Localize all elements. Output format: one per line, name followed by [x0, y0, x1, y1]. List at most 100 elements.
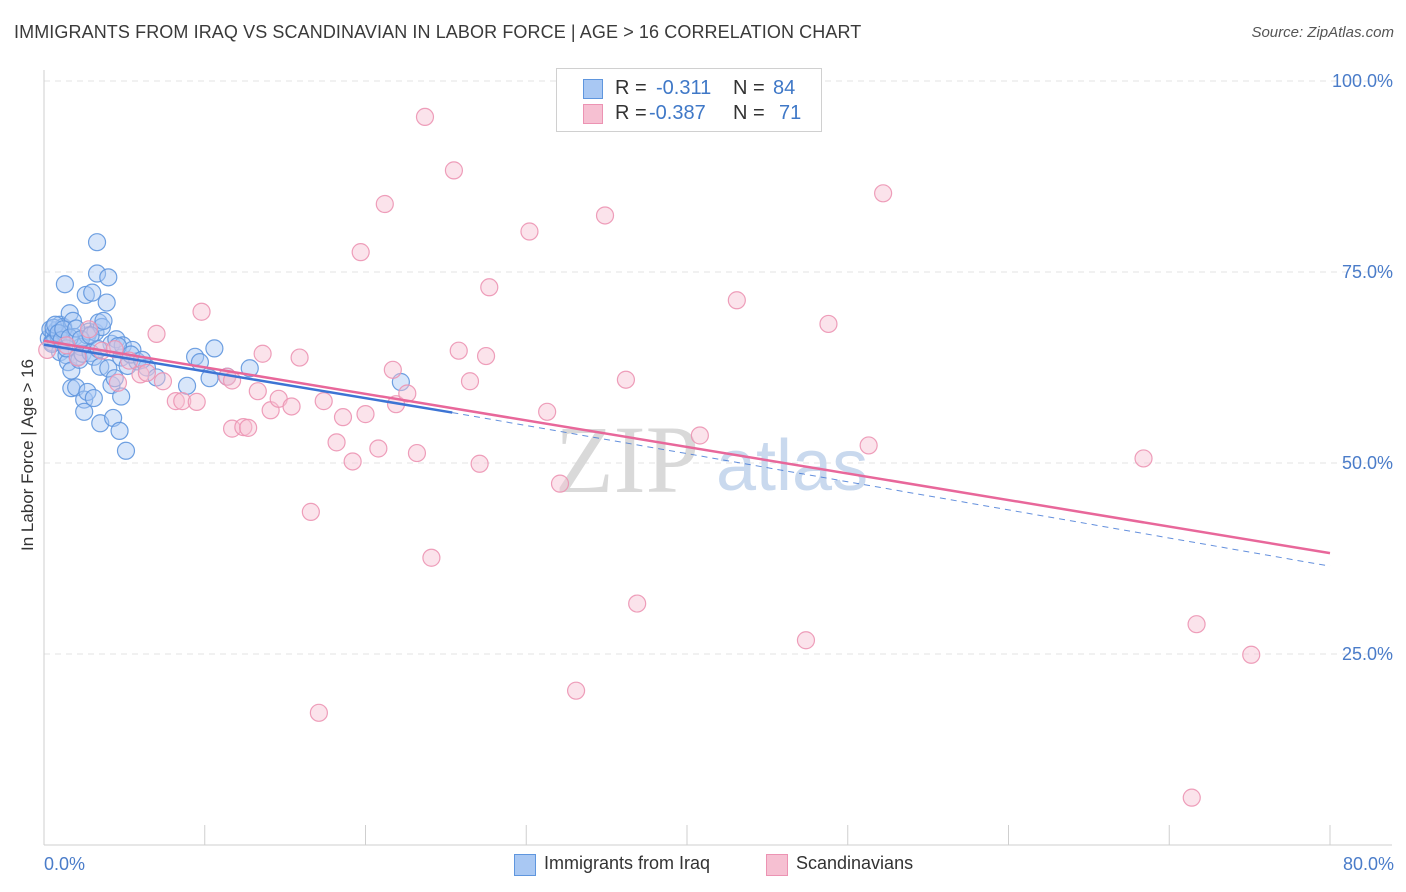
- scandinavians-point-11: [153, 372, 173, 391]
- iraq-n-value: 84: [773, 77, 796, 99]
- scandinavians-point-25: [282, 397, 301, 416]
- scandinavians-point-22: [253, 344, 272, 363]
- iraq-point-61: [177, 376, 197, 395]
- stats-row-iraq: R = -0.311 N = 84: [557, 76, 821, 102]
- scandinavians-point-55: [628, 594, 647, 613]
- scandinavians-point-29: [314, 392, 333, 411]
- scandinavians-point-35: [369, 439, 388, 458]
- iraq-point-65: [205, 339, 224, 358]
- scandinavians-point-37: [383, 360, 402, 379]
- scandinavians-point-52: [566, 681, 586, 700]
- scandinavians-point-36: [375, 194, 394, 214]
- scandinavians-point-60: [859, 436, 878, 455]
- iraq-point-32: [83, 283, 102, 302]
- iraq-point-67: [240, 359, 259, 378]
- bottom-legend: Immigrants from Iraq Scandinavians: [0, 852, 1406, 880]
- trend-lines: [43, 339, 1331, 567]
- scandinavians-point-51: [550, 474, 570, 493]
- scandinavians-point-31: [333, 408, 353, 427]
- iraq-n-label: N =: [733, 77, 765, 99]
- x-axis-tick-labels: 0.0% 80.0%: [44, 854, 1394, 874]
- iraq-swatch: [583, 79, 603, 99]
- scandinavians-point-9: [137, 363, 156, 382]
- iraq-point-42: [94, 311, 113, 330]
- iraq-r-label: R =: [615, 77, 647, 99]
- stats-row-scandinavians: R = -0.387 N = 71: [557, 101, 821, 127]
- watermark-zip: ZIP: [555, 406, 699, 513]
- scandinavians-point-13: [173, 392, 192, 411]
- scandinavians-point-30: [327, 433, 346, 452]
- scandinavians-point-44: [449, 341, 468, 360]
- gridlines: [44, 80, 1392, 655]
- iraq-r-value: -0.311: [656, 77, 712, 99]
- scandinavians-point-14: [187, 392, 206, 411]
- iraq-point-44: [99, 268, 118, 287]
- y-axis-tick-labels: 25.0% 50.0% 75.0% 100.0%: [1332, 71, 1393, 664]
- iraq-point-11: [55, 275, 74, 294]
- scand-r-label: R =: [615, 102, 647, 124]
- scandinavians-point-20: [239, 418, 258, 437]
- scandinavians-point-50: [538, 402, 557, 421]
- iraq-point-52: [112, 387, 131, 406]
- scandinavians-point-56: [690, 426, 709, 445]
- legend-iraq-swatch: [514, 854, 536, 876]
- y-tick-label-3: 100.0%: [1332, 71, 1393, 91]
- scandinavians-point-8: [131, 365, 150, 384]
- iraq-point-26: [75, 402, 94, 421]
- stats-legend-box: R = -0.311 N = 84 R = -0.387 N = 71: [556, 68, 822, 132]
- scandinavians-point-10: [147, 324, 166, 343]
- scandinavians-point-41: [415, 107, 435, 127]
- scandinavians-point-48: [480, 278, 499, 297]
- series-scandinavians-points: [38, 107, 1261, 807]
- scandinavians-point-28: [309, 703, 328, 722]
- y-tick-label-1: 50.0%: [1342, 453, 1393, 473]
- scandinavians-point-3: [79, 320, 99, 339]
- scandinavians-point-40: [407, 443, 427, 463]
- scandinavians-point-63: [1182, 788, 1201, 807]
- scandinavians-point-46: [470, 454, 489, 473]
- scandinavians-point-65: [1242, 645, 1261, 664]
- iraq-point-77: [67, 319, 86, 338]
- scandinavians-point-49: [520, 222, 539, 241]
- x-tick-label-0: 0.0%: [44, 854, 85, 874]
- scandinavians-point-61: [874, 184, 893, 203]
- scandinavians-swatch: [583, 104, 603, 124]
- iraq-point-55: [116, 441, 136, 460]
- scand-n-label: N =: [733, 102, 765, 124]
- scandinavians-point-57: [727, 291, 746, 310]
- y-tick-label-2: 75.0%: [1342, 262, 1393, 282]
- chart-source: Source: ZipAtlas.com: [1251, 24, 1394, 41]
- scandinavians-point-64: [1187, 615, 1206, 634]
- x-axis-ticks: [43, 825, 1331, 845]
- iraq-point-43: [97, 293, 116, 312]
- iraq-point-79: [81, 326, 100, 345]
- y-tick-label-0: 25.0%: [1342, 644, 1393, 664]
- scandinavians-point-15: [192, 302, 211, 321]
- scand-r-value: -0.387: [649, 102, 706, 124]
- scand-n-value: 71: [779, 102, 802, 124]
- scandinavians-point-33: [351, 243, 370, 262]
- scandinavians-point-27: [301, 502, 320, 521]
- scandinavians-point-54: [616, 370, 636, 389]
- scandinavians-point-12: [166, 392, 185, 411]
- axes: [43, 70, 1392, 846]
- x-tick-label-1: 80.0%: [1343, 854, 1394, 874]
- iraq-point-36: [87, 264, 107, 283]
- iraq-point-51: [110, 421, 129, 441]
- legend-iraq-label: Immigrants from Iraq: [544, 853, 711, 873]
- scandinavians-point-43: [444, 161, 464, 180]
- iraq-trend-extension: [452, 412, 1331, 567]
- scandinavians-point-47: [476, 346, 496, 366]
- iraq-trend-line: [43, 343, 453, 414]
- scandinavians-point-6: [108, 373, 128, 392]
- scandinavians-point-34: [356, 405, 375, 424]
- iraq-point-37: [87, 233, 107, 252]
- legend-scandinavians-swatch: [766, 854, 788, 876]
- scandinavians-point-26: [290, 348, 309, 367]
- scandinavians-point-19: [234, 417, 253, 437]
- scandinavians-point-21: [248, 382, 267, 401]
- scandinavians-point-53: [595, 206, 615, 225]
- watermark-atlas: atlas: [716, 426, 868, 506]
- scandinavians-trend-line: [43, 339, 1331, 555]
